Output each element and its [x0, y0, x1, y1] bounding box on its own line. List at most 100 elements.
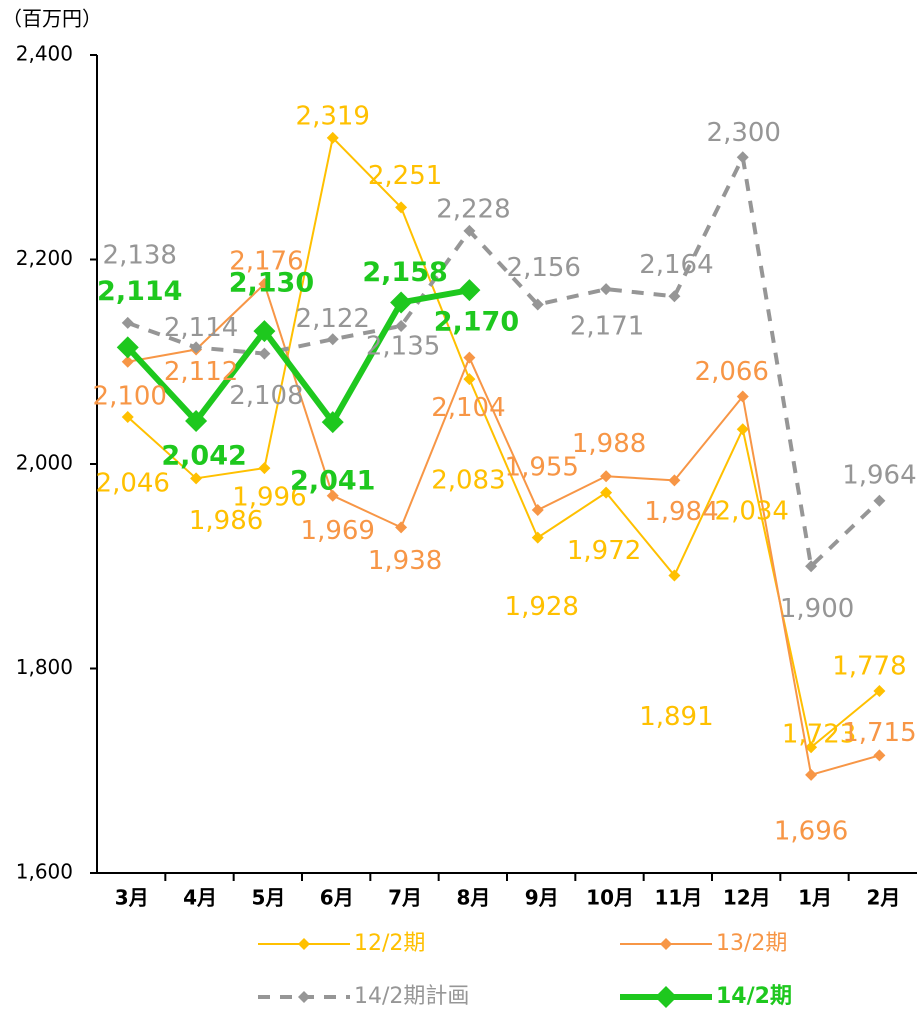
marker [463, 224, 476, 237]
data-label: 2,104 [431, 393, 505, 423]
data-label: 1,723 [782, 720, 856, 750]
x-tick-label: 8月 [456, 886, 490, 910]
data-label: 1,972 [567, 536, 641, 566]
x-tick-label: 6月 [320, 886, 354, 910]
data-label: 2,034 [715, 497, 789, 527]
marker [116, 336, 139, 359]
marker [531, 531, 544, 544]
y-tick-label: 1,600 [16, 860, 73, 884]
data-label: 2,319 [296, 101, 370, 131]
marker [121, 316, 134, 329]
data-label: 2,100 [93, 381, 167, 411]
marker [600, 486, 613, 499]
data-label: 2,156 [507, 253, 581, 283]
marker [668, 569, 681, 582]
data-label: 1,696 [774, 816, 848, 846]
marker [395, 521, 408, 534]
marker [873, 749, 886, 762]
marker [253, 320, 276, 343]
data-label: 1,986 [189, 506, 263, 536]
data-label: 1,964 [842, 460, 916, 490]
marker [736, 390, 749, 403]
data-label: 1,938 [368, 546, 442, 576]
x-tick-label: 4月 [183, 886, 217, 910]
legend-marker [660, 938, 672, 950]
marker [805, 560, 818, 573]
data-label: 1,984 [644, 497, 718, 527]
marker [258, 278, 271, 291]
data-label: 2,122 [296, 304, 370, 334]
x-tick-label: 7月 [388, 886, 422, 910]
marker [736, 151, 749, 164]
marker [873, 684, 886, 697]
data-label: 2,046 [96, 468, 170, 498]
y-tick-label: 2,200 [16, 246, 73, 270]
data-label: 2,138 [103, 240, 177, 270]
data-label: 2,228 [436, 194, 510, 224]
marker [121, 410, 134, 423]
data-label: 2,112 [164, 357, 238, 387]
data-label: 2,171 [570, 312, 644, 342]
series-line [127, 136, 881, 749]
series-line [127, 155, 881, 569]
data-label: 1,988 [572, 429, 646, 459]
legend-label: 12/2期 [354, 931, 425, 956]
x-tick-label: 10月 [586, 886, 634, 910]
data-label: 2,170 [434, 307, 519, 338]
marker [531, 504, 544, 517]
legend-label: 14/2期計画 [354, 984, 469, 1009]
data-label: 2,135 [366, 331, 440, 361]
marker [321, 411, 344, 434]
marker [258, 462, 271, 475]
legend-marker [655, 986, 677, 1008]
legend-marker [298, 991, 310, 1003]
marker [326, 131, 339, 144]
marker [531, 298, 544, 311]
marker [185, 410, 208, 433]
marker [395, 319, 408, 332]
legend-marker [298, 938, 310, 950]
data-label: 2,158 [362, 257, 447, 288]
series-line [125, 287, 470, 426]
data-label: 2,083 [431, 466, 505, 496]
data-label: 2,042 [161, 441, 246, 472]
x-tick-label: 2月 [866, 886, 900, 910]
data-label: 1,715 [842, 718, 916, 748]
y-tick-label: 1,800 [16, 655, 73, 679]
marker [736, 423, 749, 436]
marker [390, 291, 413, 314]
data-label: 2,114 [97, 276, 182, 307]
marker [121, 355, 134, 368]
data-label: 2,066 [695, 357, 769, 387]
y-tick-label: 2,000 [16, 451, 73, 475]
data-label: 2,251 [368, 161, 442, 191]
data-label: 1,955 [505, 453, 579, 483]
marker [463, 373, 476, 386]
marker [458, 279, 481, 302]
x-tick-label: 11月 [654, 886, 702, 910]
y-unit-label: （百万円） [2, 7, 102, 31]
legend-label: 13/2期 [716, 931, 787, 956]
data-label: 2,300 [707, 118, 781, 148]
data-label: 2,176 [229, 247, 303, 277]
x-tick-label: 5月 [251, 886, 285, 910]
marker [600, 283, 613, 296]
marker [805, 768, 818, 781]
data-label: 2,164 [639, 250, 713, 280]
marker [668, 290, 681, 303]
series-line [127, 283, 880, 776]
x-tick-label: 3月 [115, 886, 149, 910]
marker [805, 741, 818, 754]
data-label: 2,114 [164, 313, 238, 343]
data-label: 1,996 [232, 483, 306, 513]
marker [463, 351, 476, 364]
data-label: 1,900 [780, 594, 854, 624]
marker [873, 494, 886, 507]
x-tick-label: 1月 [798, 886, 832, 910]
marker [326, 489, 339, 502]
data-label: 1,928 [505, 592, 579, 622]
marker [395, 201, 408, 214]
data-label: 2,108 [229, 381, 303, 411]
x-tick-label: 9月 [525, 886, 559, 910]
